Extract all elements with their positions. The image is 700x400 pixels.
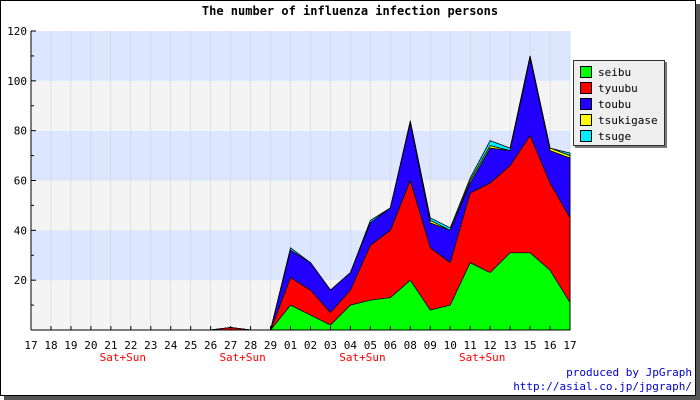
y-tick-label: 100 (7, 75, 27, 88)
x-tick-label: 03 (324, 339, 337, 352)
legend-swatch (580, 130, 592, 142)
x-tick-label: 09 (424, 339, 437, 352)
chart-title: The number of influenza infection person… (201, 4, 499, 18)
x-tick-label: 21 (104, 339, 117, 352)
legend-item-tyuubu: tyuubu (580, 81, 638, 95)
footer-credit: produced by JpGraph (566, 366, 692, 379)
x-tick-label: 24 (164, 339, 178, 352)
x-tick-label: 04 (344, 339, 358, 352)
x-tick-label: 13 (503, 339, 516, 352)
x-tick-label: 16 (543, 339, 556, 352)
legend-swatch (580, 82, 592, 94)
weekend-label: Sat+Sun (100, 351, 146, 364)
x-tick-label: 20 (84, 339, 97, 352)
x-tick-label: 19 (64, 339, 77, 352)
x-tick-label: 01 (284, 339, 297, 352)
weekend-label: Sat+Sun (339, 351, 385, 364)
grid-band (31, 31, 570, 81)
legend-label: seibu (598, 65, 632, 79)
x-tick-label: 26 (204, 339, 217, 352)
x-tick-label: 10 (444, 339, 457, 352)
legend: seibu tyuubu toubu tsukigase tsuge (573, 60, 665, 146)
x-tick-label: 25 (184, 339, 197, 352)
x-tick-label: 12 (484, 339, 497, 352)
x-tick-label: 23 (144, 339, 157, 352)
x-tick-label: 22 (124, 339, 137, 352)
legend-label: tyuubu (598, 81, 638, 95)
x-tick-label: 15 (523, 339, 536, 352)
y-tick-label: 20 (14, 274, 27, 287)
x-tick-label: 17 (563, 339, 576, 352)
footer-url[interactable]: http://asial.co.jp/jpgraph/ (513, 380, 692, 393)
y-tick-label: 60 (14, 175, 27, 188)
x-tick-label: 17 (24, 339, 37, 352)
x-tick-label: 06 (384, 339, 397, 352)
x-tick-label: 27 (224, 339, 237, 352)
x-tick-label: 28 (244, 339, 257, 352)
legend-label: tsukigase (598, 113, 658, 127)
legend-item-tsuge: tsuge (580, 129, 631, 143)
y-tick-label: 40 (14, 224, 27, 237)
legend-item-tsukigase: tsukigase (580, 113, 658, 127)
legend-item-toubu: toubu (580, 97, 631, 111)
legend-swatch (580, 114, 592, 126)
legend-label: tsuge (598, 129, 632, 143)
legend-swatch (580, 66, 592, 78)
legend-label: toubu (598, 97, 632, 111)
legend-item-seibu: seibu (580, 65, 631, 79)
legend-swatch (580, 98, 592, 110)
x-tick-label: 18 (44, 339, 57, 352)
x-tick-label: 11 (464, 339, 477, 352)
y-tick-label: 120 (7, 25, 27, 38)
y-tick-label: 80 (14, 125, 27, 138)
weekend-label: Sat+Sun (219, 351, 265, 364)
x-tick-label: 02 (304, 339, 317, 352)
x-tick-label: 08 (404, 339, 417, 352)
grid-band (31, 80, 570, 131)
x-tick-label: 05 (364, 339, 377, 352)
weekend-label: Sat+Sun (459, 351, 505, 364)
x-tick-label: 29 (264, 339, 277, 352)
